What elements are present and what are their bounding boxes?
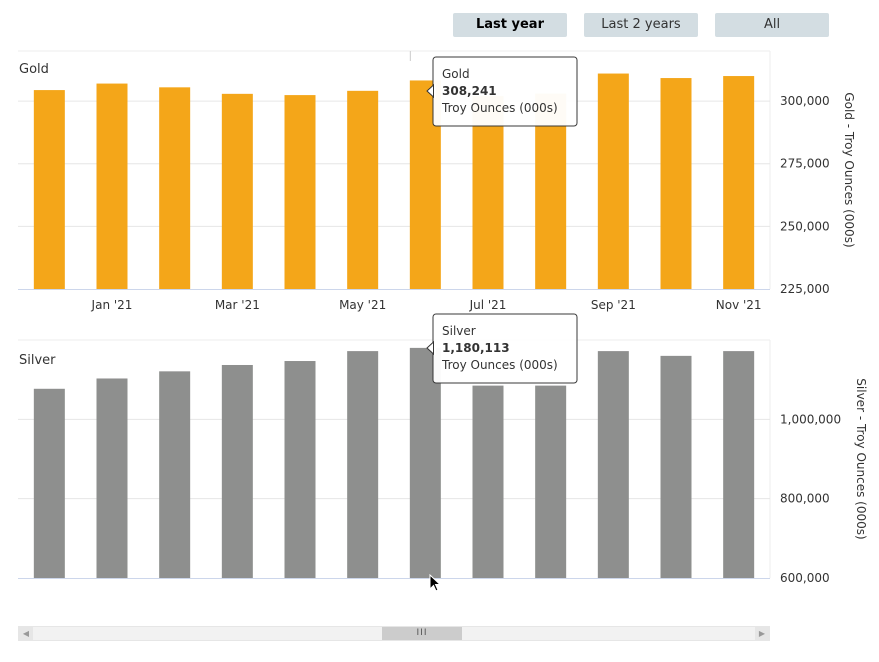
silver-tooltip-pointer-mask	[434, 341, 436, 355]
silver-bar	[159, 371, 191, 578]
gold-tooltip-pointer-mask	[434, 84, 436, 98]
gold-bar	[723, 76, 755, 289]
gold-y-tick-label: 275,000	[780, 157, 830, 171]
gold-bar	[472, 96, 504, 290]
gold-tooltip-series: Gold	[442, 67, 470, 81]
silver-tooltip-value: 1,180,113	[442, 341, 510, 355]
gold-x-tick-label: Jul '21	[469, 298, 507, 312]
range-button-last-2-years[interactable]: Last 2 years	[584, 13, 698, 37]
silver-y-tick-label: 800,000	[780, 492, 830, 506]
silver-tooltip-series: Silver	[442, 324, 476, 338]
silver-bar	[660, 355, 692, 578]
grip-icon[interactable]: III	[382, 627, 462, 640]
navigator-scrollbar[interactable]: ◀ III ▶	[18, 626, 770, 641]
gold-x-tick-label: Sep '21	[591, 298, 636, 312]
gold-y-tick-label: 300,000	[780, 94, 830, 108]
gold-bar	[33, 90, 65, 289]
silver-bar	[723, 351, 755, 578]
charts-canvas: 225,000 250,000 275,000 300,000 Jan '21 Mar '…	[18, 50, 868, 585]
gold-x-tick-label: May '21	[339, 298, 386, 312]
gold-bar	[597, 73, 629, 290]
gold-y-tick-label: 250,000	[780, 219, 830, 233]
silver-tooltip-pointer	[426, 340, 434, 356]
triangle-left-icon[interactable]: ◀	[19, 627, 33, 640]
silver-bar	[597, 351, 629, 578]
silver-bar	[221, 364, 253, 578]
silver-tooltip-unit: Troy Ounces (000s)	[441, 358, 558, 372]
mouse-pointer-icon	[429, 574, 442, 592]
silver-bar	[472, 385, 504, 578]
gold-tooltip-unit: Troy Ounces (000s)	[441, 101, 558, 115]
gold-bar	[347, 90, 379, 290]
silver-y-tick-label: 600,000	[780, 571, 830, 585]
range-button-last-year[interactable]: Last year	[453, 13, 567, 37]
gold-x-tick-label: Nov '21	[716, 298, 762, 312]
triangle-right-icon[interactable]: ▶	[755, 627, 769, 640]
gold-bar	[221, 93, 253, 289]
silver-bar	[33, 388, 65, 578]
gold-bar	[96, 83, 128, 289]
gold-tooltip-pointer	[426, 83, 434, 99]
silver-bar	[347, 351, 379, 578]
gold-bar	[660, 78, 692, 289]
gold-y-tick-label: 225,000	[780, 282, 830, 296]
gold-bar	[159, 87, 191, 289]
silver-bar	[409, 347, 441, 578]
silver-bar	[535, 385, 567, 578]
gold-x-tick-label: Jan '21	[91, 298, 133, 312]
silver-y-tick-label: 1,000,000	[780, 412, 841, 426]
silver-bar	[284, 361, 316, 578]
silver-bar	[96, 378, 128, 578]
gold-tooltip-value: 308,241	[442, 84, 497, 98]
gold-y-axis-title: Gold - Troy Ounces (000s)	[842, 92, 856, 247]
silver-chart-title: Silver	[19, 353, 56, 368]
gold-chart-title: Gold	[19, 62, 49, 77]
gold-bar	[284, 95, 316, 290]
silver-y-axis-title: Silver - Troy Ounces (000s)	[854, 378, 868, 539]
gold-x-tick-label: Mar '21	[215, 298, 260, 312]
range-button-all[interactable]: All	[715, 13, 829, 37]
